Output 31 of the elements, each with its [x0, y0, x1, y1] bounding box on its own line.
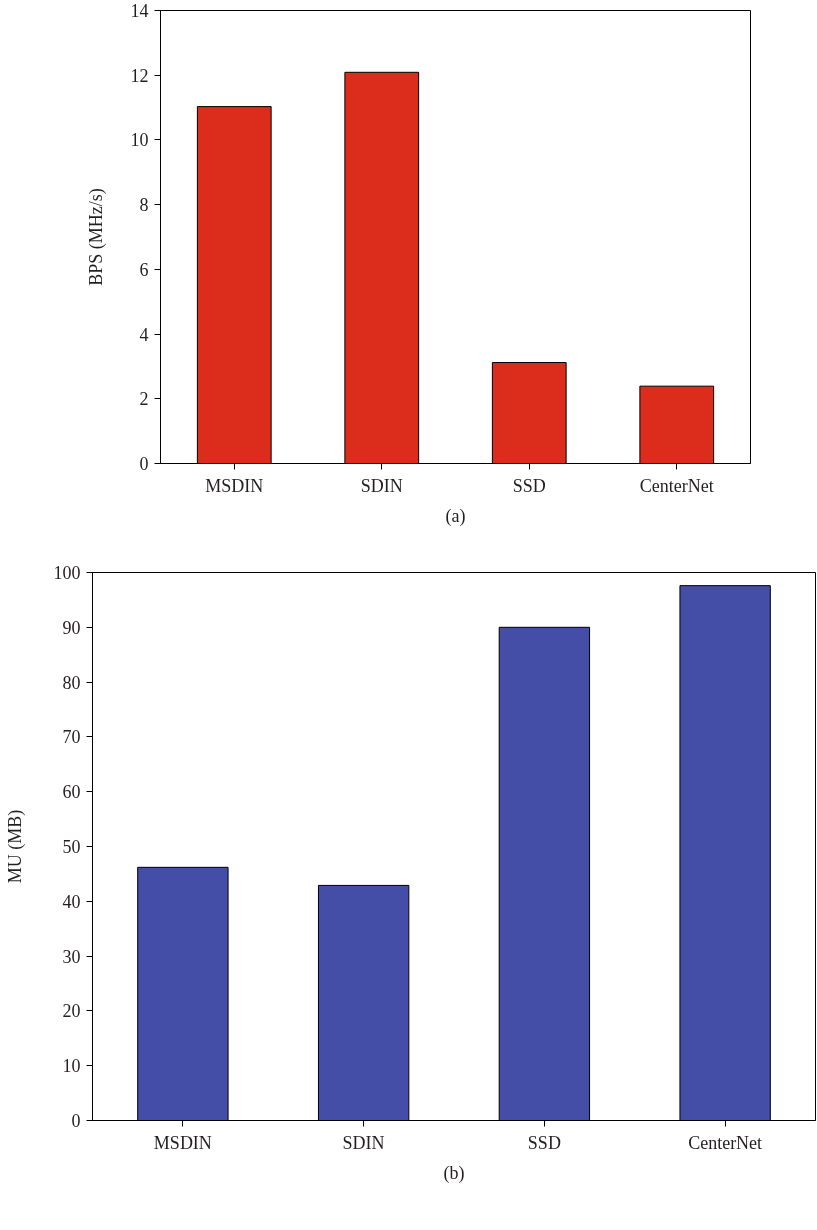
y-tick-label: 50: [62, 837, 81, 857]
y-tick-label: 100: [53, 563, 81, 583]
y-tick-label: 12: [130, 65, 149, 86]
y-tick-label: 90: [62, 617, 81, 638]
x-tick-label: MSDIN: [205, 475, 264, 496]
y-tick-label: 4: [139, 324, 149, 345]
y-tick-label: 0: [139, 454, 149, 474]
y-tick-label: 70: [62, 727, 81, 748]
y-axis-title: BPS (MHz/s): [85, 188, 107, 286]
x-tick-label: SDIN: [342, 1132, 385, 1153]
x-tick-label: CenterNet: [688, 1132, 763, 1153]
y-tick-label: 8: [139, 195, 149, 216]
x-tick-label: CenterNet: [639, 475, 714, 496]
y-tick-label: 40: [62, 891, 81, 912]
text: (a): [445, 505, 466, 527]
y-tick-label: 20: [62, 1001, 81, 1022]
y-tick-label: 10: [130, 130, 149, 151]
x-tick-label: SDIN: [360, 475, 403, 496]
y-tick-label: 14: [130, 1, 149, 21]
y-tick-label: 60: [62, 782, 81, 803]
x-tick-label: SSD: [527, 1132, 561, 1153]
y-tick-label: 2: [139, 389, 149, 410]
y-tick-label: 80: [62, 672, 81, 693]
x-tick-label: SSD: [512, 475, 546, 496]
y-tick-label: 10: [62, 1056, 81, 1077]
x-tick-label: MSDIN: [153, 1132, 212, 1153]
y-tick-label: 6: [139, 259, 149, 280]
text: (b): [443, 1162, 465, 1184]
y-axis-title: MU (MB): [4, 809, 26, 884]
y-tick-label: 0: [71, 1111, 81, 1131]
y-tick-label: 30: [62, 946, 81, 967]
